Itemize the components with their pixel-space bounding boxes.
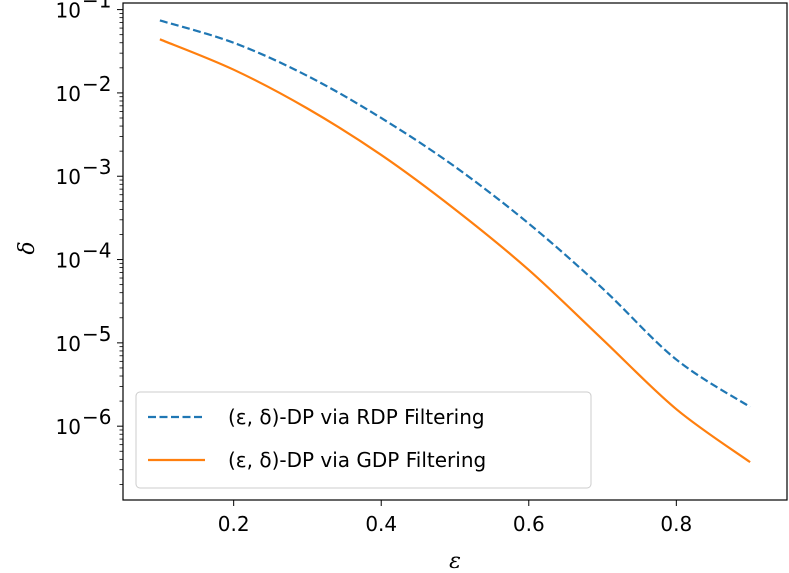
x-tick-label: 0.2 bbox=[218, 512, 250, 536]
legend-frame bbox=[135, 391, 592, 489]
series-layer bbox=[159, 19, 751, 464]
x-tick-label: 0.8 bbox=[660, 512, 692, 536]
y-axis-label: δ bbox=[15, 241, 40, 254]
y-tick-label: 10 bbox=[56, 249, 81, 273]
y-axis: 10−110−210−310−410−510−6 bbox=[56, 0, 123, 485]
plot-frame bbox=[122, 2, 788, 501]
y-tick-exponent: −6 bbox=[82, 405, 111, 429]
y-tick-exponent: −4 bbox=[82, 239, 111, 263]
y-tick-label: 10 bbox=[56, 82, 81, 106]
y-tick-label: 10 bbox=[56, 332, 81, 356]
y-tick-label: 10 bbox=[56, 165, 81, 189]
legend-label-gdp: (ε, δ)-DP via GDP Filtering bbox=[228, 448, 486, 472]
legend: (ε, δ)-DP via RDP Filtering (ε, δ)-DP vi… bbox=[135, 391, 592, 489]
y-tick-exponent: −2 bbox=[82, 72, 111, 96]
y-tick-label: 10 bbox=[56, 0, 81, 23]
x-axis: 0.2 0.4 0.6 0.8 bbox=[218, 500, 692, 536]
x-tick-label: 0.4 bbox=[365, 512, 397, 536]
x-tick-label: 0.6 bbox=[513, 512, 545, 536]
y-tick-label: 10 bbox=[56, 415, 81, 439]
y-tick-exponent: −5 bbox=[82, 322, 111, 346]
series-line-2 bbox=[159, 38, 751, 464]
legend-label-rdp: (ε, δ)-DP via RDP Filtering bbox=[228, 405, 485, 429]
x-axis-label: ε bbox=[449, 549, 461, 573]
y-tick-exponent: −3 bbox=[82, 155, 111, 179]
y-tick-exponent: −1 bbox=[82, 0, 111, 13]
series-line-1 bbox=[159, 19, 751, 408]
